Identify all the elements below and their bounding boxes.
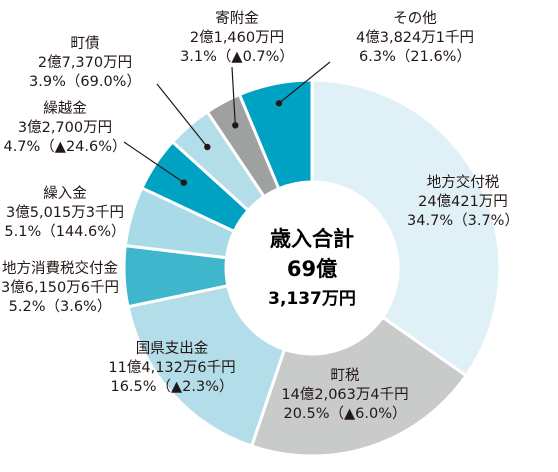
slice-category-label-5: 繰越金 [43,100,87,117]
leader-line-5 [123,141,185,184]
slice-label-group: 地方交付税 24億421万円 34.7%（3.7%） 町税 14億2,063万4千円 20… [1,9,519,422]
slice-percent-label-1: 20.5%（▲6.0%） [283,405,406,422]
slice-percent-label-6: 3.9%（69.0%） [29,73,141,90]
slice-category-label-1: 町税 [331,367,360,384]
slice-amount-label-8: 4億3,824万1千円 [356,29,474,46]
leader-dot-6 [204,143,211,151]
slice-amount-label-1: 14億2,063万4千円 [281,386,408,403]
slice-amount-label-3: 3億6,150万6千円 [1,279,119,296]
slice-percent-label-7: 3.1%（▲0.7%） [180,48,294,65]
donut-slice-8 [237,78,314,191]
slice-amount-label-4: 3億5,015万3千円 [6,204,124,221]
slice-percent-label-2: 16.5%（▲2.3%） [110,378,233,395]
slice-category-label-7: 寄附金 [215,9,259,27]
slice-category-label-6: 町債 [71,35,100,52]
slice-percent-label-5: 4.7%（▲24.6%） [3,138,126,155]
slice-amount-label-7: 2億1,460万円 [190,29,284,46]
slice-category-label-4: 繰入金 [43,185,87,202]
center-label-total: 69億 [287,257,337,281]
donut-slice-1 [249,315,469,458]
slice-category-label-8: その他 [393,10,437,27]
leader-dot-5 [180,179,188,186]
leader-line-group [123,61,331,186]
leader-line-8 [278,61,331,104]
leader-dot-7 [232,122,239,129]
slice-percent-label-0: 34.7%（3.7%） [407,212,519,229]
center-label-amount: 3,137万円 [268,289,356,309]
slice-category-label-2: 国県支出金 [136,340,209,357]
slice-category-label-3: 地方消費税交付金 [2,259,118,277]
center-label-title: 歳入合計 [270,227,354,251]
slice-amount-label-0: 24億421万円 [418,193,508,210]
slice-percent-label-8: 6.3%（21.6%） [359,48,471,65]
slice-group [122,78,502,458]
leader-line-6 [156,83,208,148]
donut-slice-2 [126,283,287,448]
slice-amount-label-2: 11億4,132万6千円 [108,359,235,376]
donut-slice-0 [310,78,502,378]
slice-amount-label-5: 3億2,700万円 [18,119,112,136]
slice-amount-label-6: 2億7,370万円 [38,54,132,71]
slice-percent-label-3: 5.2%（3.6%） [9,298,112,315]
leader-dot-8 [275,100,283,107]
leader-line-7 [231,66,236,126]
slice-category-label-0: 地方交付税 [427,173,500,191]
slice-percent-label-4: 5.1%（144.6%） [4,223,125,240]
